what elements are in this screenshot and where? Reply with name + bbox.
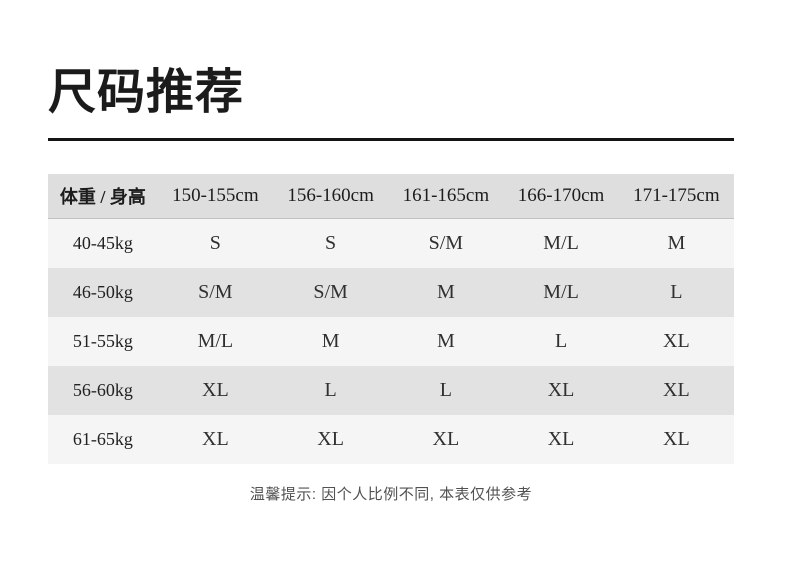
size-cell: M/L <box>543 280 579 303</box>
size-cell: M <box>667 231 686 254</box>
height-column-header: 171-175cm <box>618 174 734 219</box>
size-table-header: 体重 / 身高 150-155cm 156-160cm 161-165cm 16… <box>48 174 734 219</box>
reference-note: 温馨提示: 因个人比例不同, 本表仅供参考 <box>249 485 533 503</box>
size-cell: XL <box>317 427 344 450</box>
table-row: 56-60kg XL L L XL XL <box>48 365 734 415</box>
weight-row-label: 51-55kg <box>72 330 133 351</box>
size-cell: L <box>439 378 452 401</box>
size-cell: S/M <box>313 280 348 303</box>
size-cell: S/M <box>428 231 464 254</box>
size-cell: M/L <box>543 231 579 254</box>
size-cell: M <box>321 329 340 352</box>
weight-row-label: 56-60kg <box>72 379 133 400</box>
size-cell: M <box>436 329 455 352</box>
size-cell: L <box>324 378 337 401</box>
size-cell: XL <box>663 427 690 450</box>
height-column-header: 166-170cm <box>503 174 619 219</box>
size-chart-table: 体重 / 身高 150-155cm 156-160cm 161-165cm 16… <box>48 174 734 464</box>
size-cell: XL <box>663 378 690 401</box>
size-cell: S <box>325 231 337 254</box>
height-column-header: 161-165cm <box>388 174 504 219</box>
weight-row-label: 46-50kg <box>72 281 133 302</box>
size-cell: M/L <box>197 329 234 352</box>
title-underline <box>48 138 734 141</box>
size-cell: XL <box>432 427 460 450</box>
table-row: 61-65kg XL XL XL XL XL <box>48 414 734 464</box>
size-cell: XL <box>547 378 575 401</box>
table-row: 40-45kg S S S/M M/L M <box>48 218 734 268</box>
weight-row-label: 61-65kg <box>72 428 133 449</box>
height-column-header: 150-155cm <box>157 174 273 219</box>
corner-header-weight-height: 体重 / 身高 <box>48 174 158 219</box>
size-cell: XL <box>547 427 575 450</box>
table-row: 46-50kg S/M S/M M M/L L <box>48 267 734 317</box>
size-cell: S <box>209 231 221 254</box>
table-row: 51-55kg M/L M M L XL <box>48 316 734 366</box>
content-column: 尺码推荐 体重 / 身高 150-155cm 156-160cm 161-165… <box>48 0 734 504</box>
size-cell: XL <box>202 378 229 401</box>
size-cell: XL <box>663 329 690 352</box>
size-cell: L <box>554 329 568 352</box>
size-cell: L <box>670 280 683 303</box>
height-column-header: 156-160cm <box>272 174 389 219</box>
size-cell: XL <box>202 427 229 450</box>
size-cell: S/M <box>198 280 233 303</box>
size-table-body: 40-45kg S S S/M M/L M 46-50kg S/M S/M M … <box>48 218 734 464</box>
weight-row-label: 40-45kg <box>72 232 133 253</box>
header-row: 体重 / 身高 150-155cm 156-160cm 161-165cm 16… <box>48 174 734 219</box>
page-title: 尺码推荐 <box>48 66 245 119</box>
size-cell: M <box>436 280 455 303</box>
